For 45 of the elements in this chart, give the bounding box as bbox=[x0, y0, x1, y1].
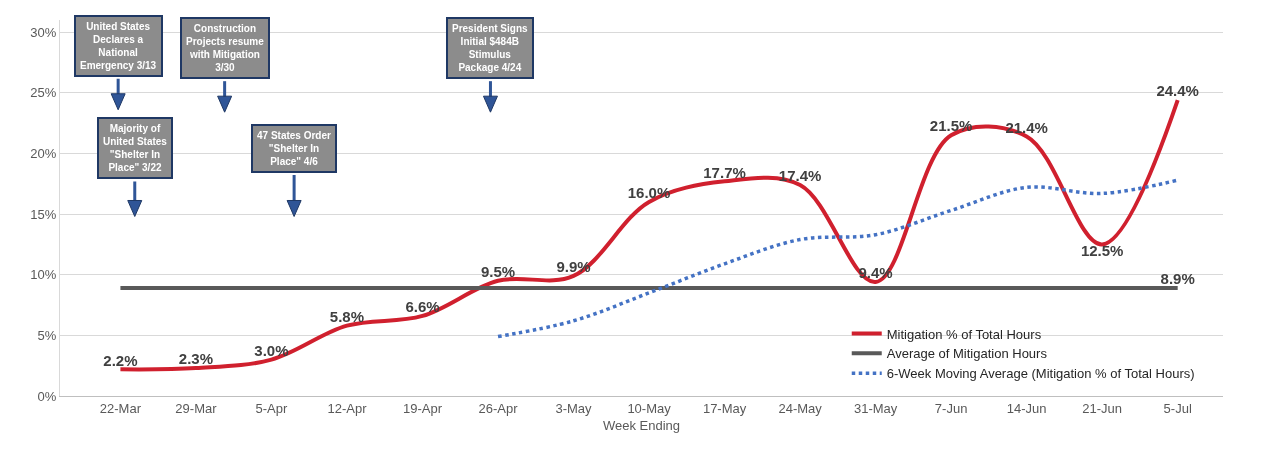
data-label: 2.2% bbox=[103, 351, 138, 369]
x-tick-label: 29-Mar bbox=[175, 400, 218, 416]
x-tick-label: 14-Jun bbox=[1006, 400, 1047, 416]
annotation: United States Declares a National Emergency 3/13 bbox=[80, 21, 157, 71]
legend-label: 6-Week Moving Average (Mitigation % of Total Hours) bbox=[886, 366, 1195, 382]
annotation: 47 States Order "Shelter In Place" 4/6 bbox=[257, 130, 332, 167]
x-tick-label: 24-May bbox=[778, 400, 823, 416]
x-tick-label: 19-Apr bbox=[402, 400, 443, 416]
x-tick-label: 12-Apr bbox=[327, 400, 368, 416]
x-tick-label: 26-Apr bbox=[478, 400, 519, 416]
x-axis-title: Week Ending bbox=[602, 418, 681, 434]
data-label: 2.3% bbox=[178, 350, 214, 368]
y-tick-label: 0% bbox=[37, 388, 57, 404]
data-label: 24.4% bbox=[1156, 82, 1199, 100]
data-label: 8.9% bbox=[1160, 270, 1195, 288]
y-tick-label: 5% bbox=[37, 327, 57, 343]
data-label: 9.5% bbox=[480, 263, 516, 281]
data-label: 5.8% bbox=[329, 307, 365, 325]
x-tick-label: 21-Jun bbox=[1082, 400, 1123, 416]
data-label: 17.4% bbox=[778, 167, 822, 185]
data-label: 21.5% bbox=[929, 117, 973, 135]
data-label: 21.4% bbox=[1005, 118, 1048, 136]
annotation: Majority of United States "Shelter In Place" 3/22 bbox=[103, 123, 168, 173]
data-label: 12.5% bbox=[1080, 241, 1124, 259]
x-tick-label: 22-Mar bbox=[99, 400, 142, 416]
x-tick-label: 5-Jul bbox=[1163, 400, 1192, 416]
x-tick-label: 10-May bbox=[627, 400, 672, 416]
x-tick-label: 17-May bbox=[702, 400, 747, 416]
data-label: 3.0% bbox=[254, 341, 289, 359]
x-tick-label: 31-May bbox=[853, 400, 898, 416]
annotation: President Signs Initial $484B Stimulus Package 4/24 bbox=[452, 23, 529, 73]
legend-label: Average of Mitigation Hours bbox=[886, 346, 1048, 362]
y-tick-label: 10% bbox=[30, 267, 57, 283]
y-tick-label: 20% bbox=[30, 145, 57, 161]
x-tick-label: 3-May bbox=[555, 400, 593, 416]
data-label: 17.7% bbox=[703, 163, 746, 181]
annotation: Construction Projects resume with Mitigation 3/30 bbox=[186, 23, 265, 73]
data-label: 16.0% bbox=[627, 184, 671, 202]
x-tick-label: 5-Apr bbox=[255, 400, 289, 416]
y-tick-label: 25% bbox=[30, 85, 57, 101]
x-tick-label: 7-Jun bbox=[934, 400, 968, 416]
data-label: 6.6% bbox=[405, 298, 440, 316]
y-tick-label: 30% bbox=[30, 24, 57, 40]
legend-label: Mitigation % of Total Hours bbox=[886, 326, 1042, 342]
y-tick-label: 15% bbox=[30, 206, 57, 222]
